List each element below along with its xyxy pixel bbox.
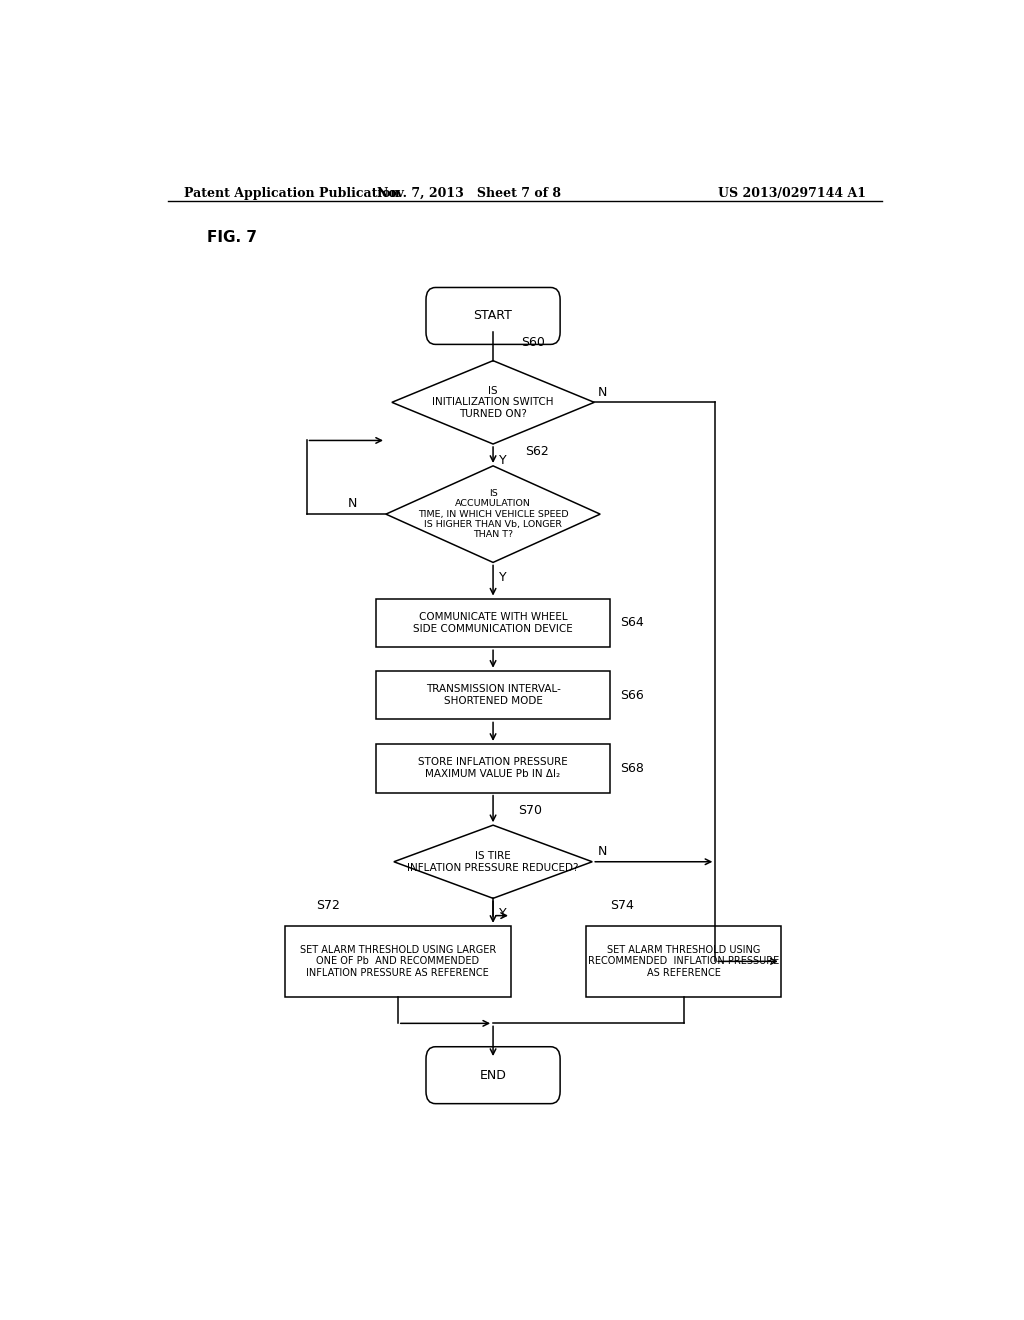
- Text: IS
INITIALIZATION SWITCH
TURNED ON?: IS INITIALIZATION SWITCH TURNED ON?: [432, 385, 554, 418]
- Text: IS TIRE
INFLATION PRESSURE REDUCED?: IS TIRE INFLATION PRESSURE REDUCED?: [408, 851, 579, 873]
- Text: TRANSMISSION INTERVAL-
SHORTENED MODE: TRANSMISSION INTERVAL- SHORTENED MODE: [426, 684, 560, 706]
- Text: SET ALARM THRESHOLD USING LARGER
ONE OF Pb  AND RECOMMENDED
INFLATION PRESSURE A: SET ALARM THRESHOLD USING LARGER ONE OF …: [300, 945, 496, 978]
- Text: Y: Y: [499, 454, 506, 467]
- Polygon shape: [394, 825, 592, 899]
- Text: N: N: [598, 845, 607, 858]
- Text: US 2013/0297144 A1: US 2013/0297144 A1: [718, 187, 866, 199]
- Polygon shape: [386, 466, 600, 562]
- Text: S74: S74: [610, 899, 634, 912]
- Text: S62: S62: [524, 445, 549, 458]
- FancyBboxPatch shape: [376, 598, 610, 647]
- Text: START: START: [474, 309, 512, 322]
- Text: N: N: [348, 498, 357, 511]
- Text: END: END: [479, 1069, 507, 1081]
- Text: S64: S64: [620, 616, 643, 630]
- FancyBboxPatch shape: [426, 1047, 560, 1104]
- FancyBboxPatch shape: [376, 744, 610, 792]
- Text: Patent Application Publication: Patent Application Publication: [183, 187, 399, 199]
- Text: IS
ACCUMULATION
TIME, IN WHICH VEHICLE SPEED
IS HIGHER THAN Vb, LONGER
THAN T?: IS ACCUMULATION TIME, IN WHICH VEHICLE S…: [418, 488, 568, 540]
- FancyBboxPatch shape: [426, 288, 560, 345]
- Text: COMMUNICATE WITH WHEEL
SIDE COMMUNICATION DEVICE: COMMUNICATE WITH WHEEL SIDE COMMUNICATIO…: [413, 612, 573, 634]
- Text: S66: S66: [620, 689, 643, 701]
- FancyBboxPatch shape: [376, 671, 610, 719]
- Text: Nov. 7, 2013   Sheet 7 of 8: Nov. 7, 2013 Sheet 7 of 8: [377, 187, 561, 199]
- Text: S68: S68: [620, 762, 643, 775]
- Text: SET ALARM THRESHOLD USING
RECOMMENDED  INFLATION PRESSURE
AS REFERENCE: SET ALARM THRESHOLD USING RECOMMENDED IN…: [588, 945, 779, 978]
- Text: S72: S72: [316, 899, 340, 912]
- Text: N: N: [598, 385, 607, 399]
- FancyBboxPatch shape: [587, 925, 780, 997]
- Polygon shape: [392, 360, 594, 444]
- Text: Y: Y: [499, 907, 506, 920]
- FancyBboxPatch shape: [285, 925, 511, 997]
- Text: S70: S70: [518, 804, 543, 817]
- Text: S60: S60: [521, 335, 545, 348]
- Text: Y: Y: [499, 572, 506, 585]
- Text: STORE INFLATION PRESSURE
MAXIMUM VALUE Pb IN ΔI₂: STORE INFLATION PRESSURE MAXIMUM VALUE P…: [418, 758, 568, 779]
- Text: FIG. 7: FIG. 7: [207, 230, 257, 244]
